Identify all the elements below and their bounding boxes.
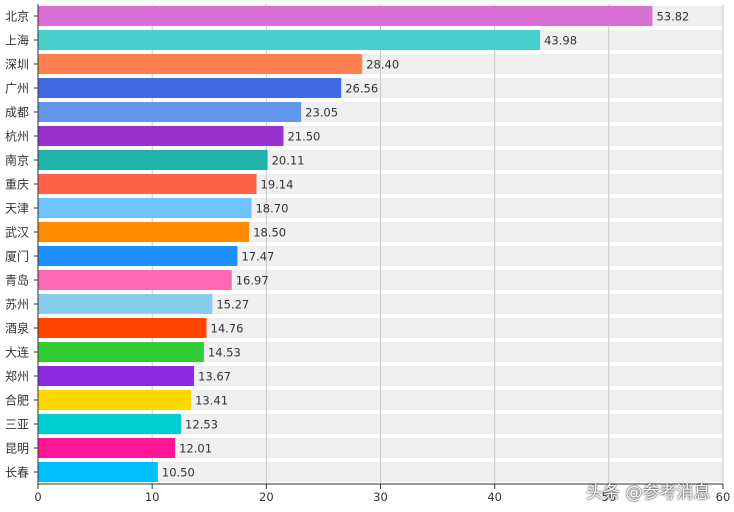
category-label: 天津 <box>5 202 29 216</box>
value-label: 17.47 <box>241 250 274 264</box>
x-tick-label: 20 <box>259 490 274 504</box>
value-label: 19.14 <box>261 178 294 192</box>
category-label: 大连 <box>5 345 29 360</box>
axes <box>34 4 724 489</box>
value-label: 12.01 <box>179 442 212 456</box>
bar <box>38 270 232 290</box>
category-label: 酒泉 <box>5 322 29 336</box>
category-label: 合肥 <box>5 393 29 408</box>
value-label: 21.50 <box>287 130 320 144</box>
bar <box>38 126 284 146</box>
x-tick-label: 40 <box>487 490 502 504</box>
category-label: 广州 <box>5 82 29 96</box>
value-label: 26.56 <box>345 82 378 96</box>
category-label: 南京 <box>5 153 29 168</box>
category-label: 武汉 <box>5 226 29 240</box>
value-label: 16.97 <box>236 274 269 288</box>
value-label: 15.27 <box>216 298 249 312</box>
category-label: 上海 <box>5 33 29 48</box>
value-label: 20.11 <box>272 154 305 168</box>
category-label: 苏州 <box>5 298 29 312</box>
x-tick-label: 0 <box>34 490 41 504</box>
value-label: 14.76 <box>211 322 244 336</box>
category-label: 郑州 <box>5 369 29 384</box>
value-label: 23.05 <box>305 106 338 120</box>
value-label: 12.53 <box>185 418 218 432</box>
category-label: 成都 <box>5 106 29 120</box>
bar <box>38 414 182 434</box>
grid-lines <box>151 4 724 484</box>
category-label: 深圳 <box>5 58 29 72</box>
bar <box>38 174 257 194</box>
bars <box>38 6 653 482</box>
value-label: 14.53 <box>208 346 241 360</box>
value-label: 18.70 <box>255 202 288 216</box>
category-label: 昆明 <box>5 442 29 456</box>
bar <box>38 150 268 170</box>
bar <box>38 366 195 386</box>
bar <box>38 54 363 74</box>
value-label: 53.82 <box>656 10 689 24</box>
value-label: 28.40 <box>366 58 399 72</box>
bar <box>38 462 158 482</box>
bar <box>38 6 653 26</box>
bar <box>38 318 207 338</box>
x-tick-label: 30 <box>373 490 388 504</box>
value-label: 43.98 <box>544 34 577 48</box>
value-label: 13.41 <box>195 394 228 408</box>
value-label: 18.50 <box>253 226 286 240</box>
category-label: 杭州 <box>5 129 29 144</box>
value-label: 13.67 <box>198 370 231 384</box>
category-label: 厦门 <box>5 249 29 264</box>
bar <box>38 342 204 362</box>
category-label: 北京 <box>5 10 29 24</box>
bar <box>38 78 342 98</box>
watermark: 头条 @参考消息 <box>586 483 711 503</box>
category-label: 青岛 <box>5 273 29 288</box>
category-label: 三亚 <box>5 418 29 432</box>
bar <box>38 390 192 410</box>
bar <box>38 294 213 314</box>
value-label: 10.50 <box>162 466 195 480</box>
bar <box>38 222 250 242</box>
bar <box>38 30 541 50</box>
bar <box>38 438 176 458</box>
category-label: 重庆 <box>5 178 29 192</box>
x-tick-label: 50 <box>602 490 617 504</box>
category-label: 长春 <box>5 466 29 480</box>
bar <box>38 246 238 266</box>
bar <box>38 198 252 218</box>
x-tick-label: 60 <box>716 490 731 504</box>
labels: 0 10 20 30 40 50 60 北京 53.82 上海 43.98 深圳 28.40 广州 26.5… <box>5 10 730 505</box>
x-tick-label: 10 <box>145 490 160 504</box>
bar <box>38 102 302 122</box>
